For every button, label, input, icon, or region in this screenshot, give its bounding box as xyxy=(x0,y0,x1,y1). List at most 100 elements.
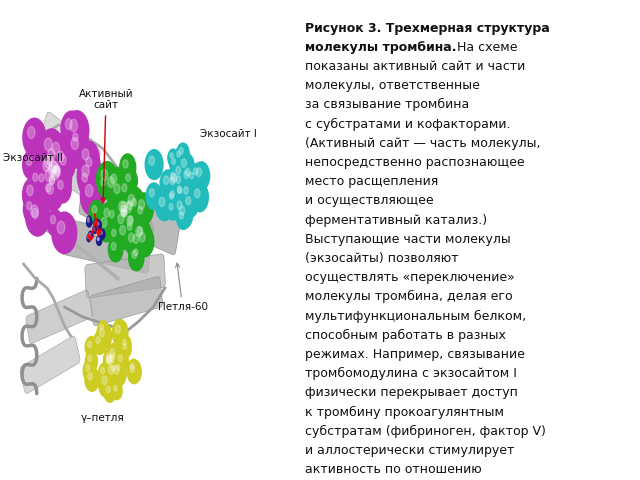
Circle shape xyxy=(138,206,143,214)
Circle shape xyxy=(116,364,120,370)
Circle shape xyxy=(125,174,131,181)
Circle shape xyxy=(111,353,115,359)
Circle shape xyxy=(45,184,51,192)
Circle shape xyxy=(133,234,139,243)
Circle shape xyxy=(119,204,134,228)
Circle shape xyxy=(129,227,148,258)
Circle shape xyxy=(104,353,116,372)
Circle shape xyxy=(84,367,100,392)
Circle shape xyxy=(92,226,97,234)
Circle shape xyxy=(54,166,60,176)
Circle shape xyxy=(71,137,79,150)
Circle shape xyxy=(182,190,199,218)
Circle shape xyxy=(178,187,182,194)
Circle shape xyxy=(99,228,106,240)
Circle shape xyxy=(42,178,59,205)
Circle shape xyxy=(107,356,113,365)
Circle shape xyxy=(27,202,32,210)
Circle shape xyxy=(177,186,182,193)
Circle shape xyxy=(86,216,93,228)
Circle shape xyxy=(113,206,133,240)
Circle shape xyxy=(46,155,53,166)
Circle shape xyxy=(44,156,52,168)
Circle shape xyxy=(96,161,118,198)
Circle shape xyxy=(110,356,114,362)
Circle shape xyxy=(123,344,127,349)
Circle shape xyxy=(115,349,129,372)
Circle shape xyxy=(38,128,65,171)
Circle shape xyxy=(176,143,190,165)
Circle shape xyxy=(92,205,97,214)
Circle shape xyxy=(103,349,121,379)
Text: способным работать в разных: способным работать в разных xyxy=(305,329,506,342)
Circle shape xyxy=(109,176,130,209)
Circle shape xyxy=(111,365,115,371)
Circle shape xyxy=(52,142,60,154)
Circle shape xyxy=(22,118,47,157)
Circle shape xyxy=(163,176,169,184)
Circle shape xyxy=(170,153,173,158)
Text: (Активный сайт — часть молекулы,: (Активный сайт — часть молекулы, xyxy=(305,137,541,150)
Circle shape xyxy=(134,192,154,225)
Circle shape xyxy=(88,236,89,239)
Circle shape xyxy=(131,244,145,266)
Circle shape xyxy=(104,208,109,217)
Circle shape xyxy=(190,182,209,213)
Circle shape xyxy=(103,348,118,372)
Circle shape xyxy=(116,193,138,229)
Text: молекулы, ответственные: молекулы, ответственные xyxy=(305,79,480,92)
Circle shape xyxy=(125,210,140,235)
Circle shape xyxy=(125,202,131,213)
Circle shape xyxy=(102,349,120,377)
Circle shape xyxy=(111,319,129,347)
Circle shape xyxy=(70,120,77,132)
Circle shape xyxy=(100,367,105,374)
Circle shape xyxy=(101,217,107,227)
Circle shape xyxy=(96,235,102,246)
Circle shape xyxy=(38,146,64,188)
Circle shape xyxy=(56,147,76,181)
Text: с субстратами и кофакторами.: с субстратами и кофакторами. xyxy=(305,118,511,131)
Circle shape xyxy=(82,173,88,182)
Circle shape xyxy=(186,168,190,176)
FancyBboxPatch shape xyxy=(26,290,92,343)
Circle shape xyxy=(122,210,127,217)
Circle shape xyxy=(134,201,150,226)
Circle shape xyxy=(120,335,132,354)
Circle shape xyxy=(22,150,40,180)
Circle shape xyxy=(88,341,92,348)
Circle shape xyxy=(48,149,55,161)
Circle shape xyxy=(179,206,185,215)
Circle shape xyxy=(180,181,196,206)
Circle shape xyxy=(132,251,137,259)
Circle shape xyxy=(122,209,127,217)
Circle shape xyxy=(54,174,72,204)
Circle shape xyxy=(42,146,64,183)
Circle shape xyxy=(108,224,123,248)
Circle shape xyxy=(172,161,188,187)
Circle shape xyxy=(170,172,175,180)
Circle shape xyxy=(130,363,134,369)
Circle shape xyxy=(131,199,136,206)
Circle shape xyxy=(140,232,145,242)
Circle shape xyxy=(190,163,205,186)
Circle shape xyxy=(114,184,120,193)
Circle shape xyxy=(96,235,102,244)
FancyBboxPatch shape xyxy=(50,148,121,215)
Circle shape xyxy=(27,200,49,235)
Circle shape xyxy=(110,348,115,357)
Circle shape xyxy=(170,191,174,197)
Circle shape xyxy=(120,226,125,235)
Circle shape xyxy=(159,169,177,198)
Circle shape xyxy=(127,201,132,209)
Circle shape xyxy=(166,171,182,198)
Circle shape xyxy=(130,365,134,372)
Text: физически перекрывает доступ: физически перекрывает доступ xyxy=(305,386,518,399)
Circle shape xyxy=(138,227,143,235)
Circle shape xyxy=(28,127,35,138)
Circle shape xyxy=(100,324,104,330)
Circle shape xyxy=(97,173,113,198)
Circle shape xyxy=(173,195,190,223)
Circle shape xyxy=(177,201,182,209)
Circle shape xyxy=(145,149,164,180)
